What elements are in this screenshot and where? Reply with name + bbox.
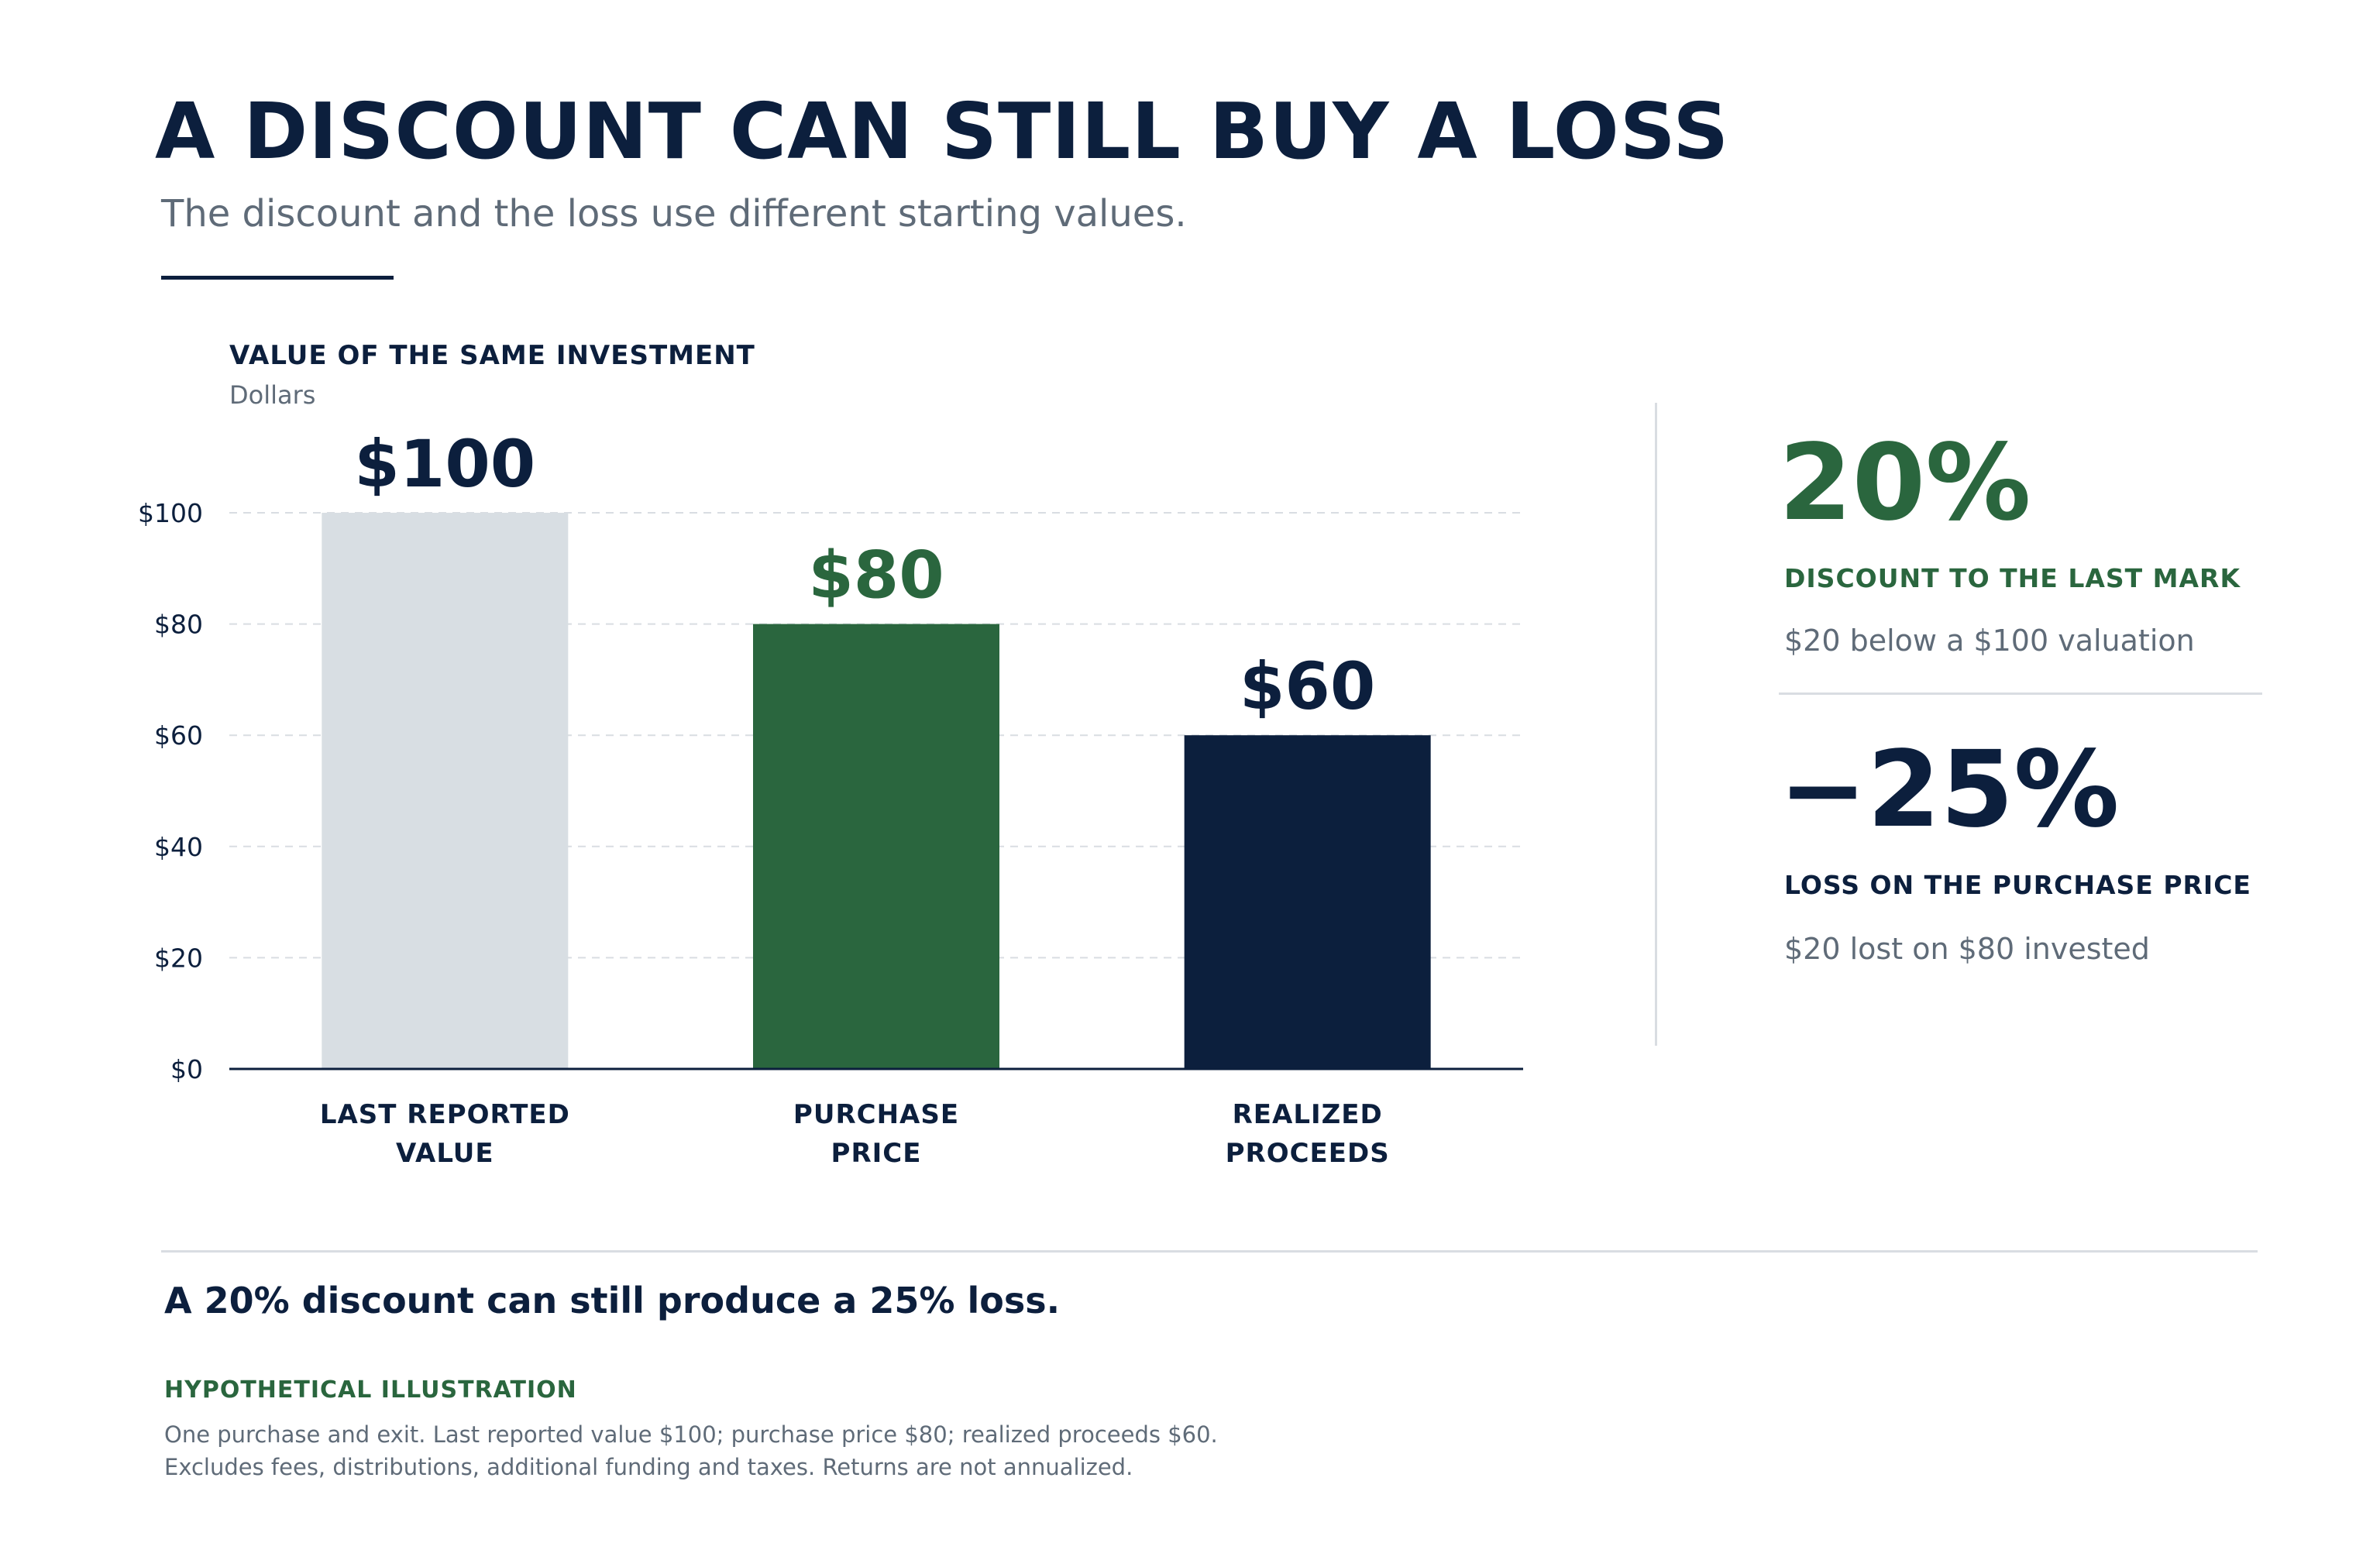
discount-stat-label: DISCOUNT TO THE LAST MARK bbox=[1784, 563, 2241, 593]
page-title: A DISCOUNT CAN STILL BUY A LOSS bbox=[155, 86, 1730, 177]
title-underline bbox=[161, 276, 394, 280]
loss-stat-value: −25% bbox=[1779, 729, 2120, 851]
loss-stat-label: LOSS ON THE PURCHASE PRICE bbox=[1784, 870, 2251, 900]
x-tick-label: REALIZED bbox=[1233, 1099, 1383, 1130]
bar-value-label: $80 bbox=[808, 538, 944, 613]
section-divider bbox=[1655, 403, 1657, 1046]
x-tick-label: PROCEEDS bbox=[1226, 1138, 1390, 1169]
bar bbox=[1184, 735, 1431, 1069]
bar-value-label: $100 bbox=[354, 426, 535, 502]
chart-title: VALUE OF THE SAME INVESTMENT bbox=[229, 340, 755, 371]
x-tick-label: PURCHASE bbox=[793, 1099, 959, 1130]
footnote-line: One purchase and exit. Last reported val… bbox=[164, 1421, 1218, 1448]
y-tick-label: $40 bbox=[154, 832, 203, 862]
x-tick-label: VALUE bbox=[396, 1138, 494, 1169]
y-tick-label: $60 bbox=[154, 720, 203, 751]
bar bbox=[322, 513, 569, 1069]
takeaway-text: A 20% discount can still produce a 25% l… bbox=[164, 1280, 1061, 1321]
y-tick-label: $20 bbox=[154, 943, 203, 973]
footnote-line: Excludes fees, distributions, additional… bbox=[164, 1454, 1133, 1480]
discount-stat-value: 20% bbox=[1779, 422, 2031, 545]
discount-stat-note: $20 below a $100 valuation bbox=[1784, 624, 2195, 658]
y-tick-label: $80 bbox=[154, 610, 203, 640]
stat-divider bbox=[1779, 692, 2262, 695]
y-tick-label: $100 bbox=[138, 498, 203, 528]
chart-unit-label: Dollars bbox=[229, 380, 316, 410]
y-tick-label: $0 bbox=[170, 1054, 203, 1084]
footer-divider bbox=[161, 1250, 2258, 1253]
bar-chart: $0 $20 $40 $60 $80 $100 $100 LAST REPORTED VALUE… bbox=[138, 426, 1523, 1169]
bar bbox=[753, 624, 999, 1069]
footnote-label: HYPOTHETICAL ILLUSTRATION bbox=[164, 1376, 577, 1404]
page-subtitle: The discount and the loss use different … bbox=[161, 192, 1187, 235]
x-tick-label: PRICE bbox=[831, 1138, 922, 1169]
bar-value-label: $60 bbox=[1240, 648, 1375, 724]
x-tick-label: LAST REPORTED bbox=[320, 1099, 570, 1130]
loss-stat-note: $20 lost on $80 invested bbox=[1784, 932, 2150, 966]
